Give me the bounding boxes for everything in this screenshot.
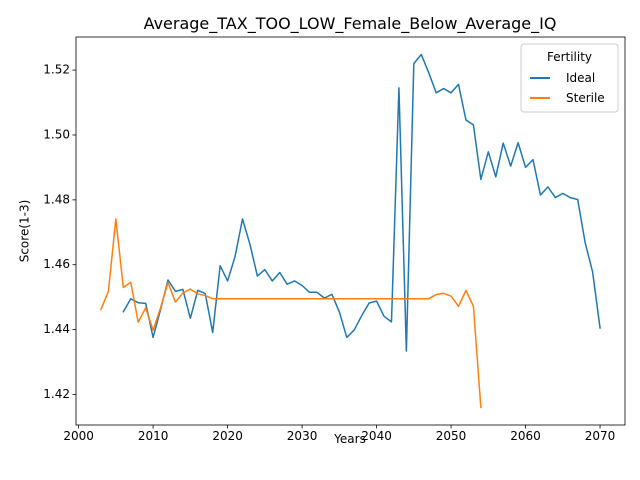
plot-area-frame bbox=[75, 36, 626, 426]
x-axis: 2000 2010 2020 2030 2040 2050 2060 2070 bbox=[63, 425, 615, 443]
x-tick-label: 2070 bbox=[585, 429, 616, 443]
chart-title: Average_TAX_TOO_LOW_Female_Below_Average… bbox=[144, 14, 557, 34]
x-tick-label: 2050 bbox=[436, 429, 467, 443]
series-line-sterile bbox=[99, 218, 482, 409]
y-tick-label: 1.42 bbox=[43, 387, 70, 401]
y-tick-label: 1.46 bbox=[43, 257, 70, 271]
legend-label-ideal: Ideal bbox=[566, 71, 595, 85]
y-tick-label: 1.52 bbox=[43, 63, 70, 77]
y-axis-label: Score(1-3) bbox=[18, 200, 32, 263]
legend-label-sterile: Sterile bbox=[566, 91, 605, 105]
legend-box bbox=[520, 43, 619, 113]
x-tick-label: 2060 bbox=[510, 429, 541, 443]
series-layer bbox=[99, 53, 601, 409]
x-tick-label: 2020 bbox=[212, 429, 243, 443]
y-tick-label: 1.50 bbox=[43, 127, 70, 141]
legend-title: Fertility bbox=[547, 50, 592, 64]
y-axis: 1.42 1.44 1.46 1.48 1.50 1.52 bbox=[43, 63, 76, 401]
legend: Fertility Ideal Sterile bbox=[520, 43, 619, 113]
x-tick-label: 2030 bbox=[287, 429, 318, 443]
y-tick-label: 1.44 bbox=[43, 322, 70, 336]
x-axis-label: Years bbox=[333, 432, 366, 446]
x-tick-label: 2010 bbox=[138, 429, 169, 443]
x-tick-label: 2000 bbox=[63, 429, 94, 443]
y-tick-label: 1.48 bbox=[43, 192, 70, 206]
x-tick-label: 2040 bbox=[361, 429, 392, 443]
